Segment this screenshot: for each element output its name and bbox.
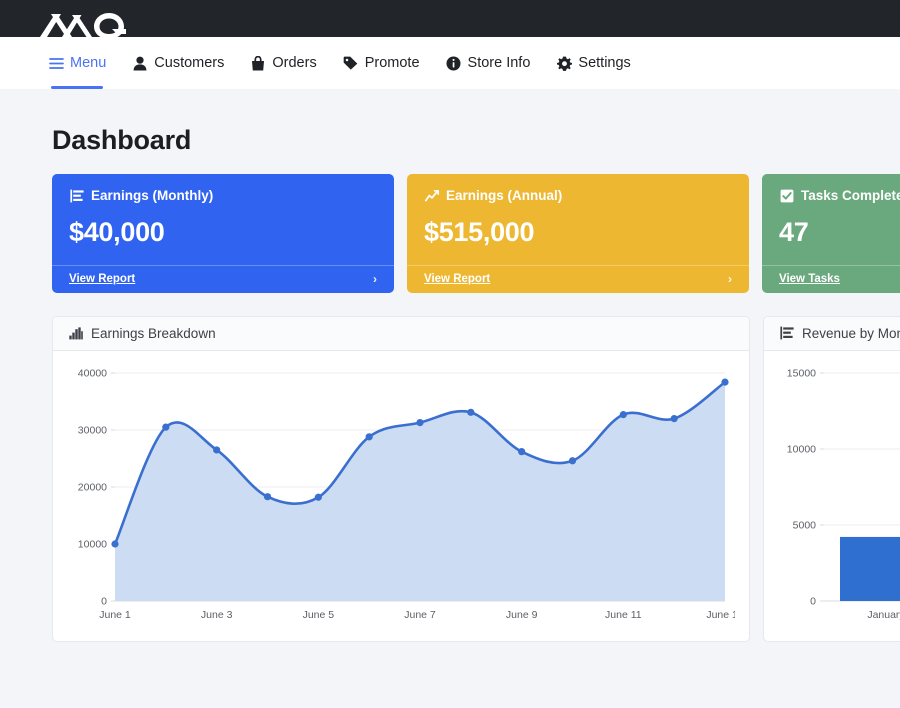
data-point[interactable] <box>619 410 627 418</box>
dashboard-page: Dashboard Earnings (Monthly) $4 <box>0 89 900 642</box>
chevron-right-icon: › <box>728 271 732 286</box>
stat-card-body: Tasks Completed 47 <box>762 174 900 265</box>
main-navigation: Menu Customers Orders Promote <box>0 37 900 89</box>
gear-icon <box>556 55 572 71</box>
y-axis-tick-label: 10000 <box>78 538 107 550</box>
bar-chart-icon <box>69 188 84 203</box>
data-point[interactable] <box>263 492 272 500</box>
stat-card-tasks-completed[interactable]: Tasks Completed 47 View Tasks › <box>762 174 900 293</box>
hamburger-menu-icon <box>48 55 64 71</box>
earnings-breakdown-chart[interactable]: 0 10000 20000 30000 40000 June 1 June 3 June 5 J… <box>67 363 735 633</box>
shopping-bag-icon <box>250 55 266 71</box>
nav-item-customers[interactable]: Customers <box>132 37 224 89</box>
nav-item-label: Promote <box>364 55 420 71</box>
stat-card-footer[interactable]: View Report › <box>52 264 394 293</box>
view-report-link[interactable]: View Report <box>424 272 491 285</box>
stat-card-footer[interactable]: View Report › <box>407 264 749 293</box>
top-header-bar <box>0 0 900 39</box>
x-axis-tick-label: June 7 <box>404 609 436 621</box>
stat-card-earnings-annual[interactable]: Earnings (Annual) $515,000 View Report › <box>407 174 749 293</box>
x-axis-tick-label: June 11 <box>605 609 642 621</box>
stat-card-footer[interactable]: View Tasks › <box>762 264 900 293</box>
chart-panels-row: Earnings Breakdown 0 10000 20000 30000 40000… <box>52 315 900 642</box>
y-axis-tick-label: 40000 <box>78 367 107 379</box>
nav-item-store-info[interactable]: Store Info <box>446 37 531 89</box>
y-axis-tick-label: 5000 <box>793 519 817 531</box>
stat-card-title: Earnings (Monthly) <box>91 188 214 203</box>
data-point[interactable] <box>111 540 119 548</box>
stat-card-value: $40,000 <box>69 217 165 247</box>
nav-item-label: Store Info <box>467 55 531 71</box>
aq-monogram-logo-icon[interactable] <box>38 6 136 39</box>
panel-title: Revenue by Month <box>802 325 900 341</box>
chevron-right-icon: › <box>373 271 377 286</box>
y-axis-tick-label: 15000 <box>787 367 816 379</box>
stat-card-value: $515,000 <box>424 217 535 247</box>
nav-item-label: Settings <box>578 55 631 71</box>
x-axis-tick-label: June 3 <box>201 609 233 621</box>
data-point[interactable] <box>314 493 322 501</box>
y-axis-tick-label: 10000 <box>787 443 816 455</box>
panel-header: Revenue by Month <box>764 316 900 351</box>
stat-card-title-row: Earnings (Monthly) <box>69 188 377 203</box>
panel-header: Earnings Breakdown <box>53 316 749 351</box>
area-fill <box>115 381 725 601</box>
view-tasks-link[interactable]: View Tasks <box>779 272 840 285</box>
data-point[interactable] <box>416 418 424 426</box>
stat-card-value: 47 <box>779 217 809 247</box>
stat-card-title-row: Tasks Completed <box>779 188 900 203</box>
x-axis-tick-label: January <box>867 609 900 621</box>
panel-earnings-breakdown: Earnings Breakdown 0 10000 20000 30000 40000… <box>52 315 750 642</box>
bar-chart-icon <box>780 326 794 340</box>
user-icon <box>132 55 148 71</box>
stat-card-earnings-monthly[interactable]: Earnings (Monthly) $40,000 View Report › <box>52 174 394 293</box>
checkbox-checked-icon <box>779 188 794 203</box>
panel-body: 0 5000 10000 15000 January <box>764 351 900 641</box>
panel-title: Earnings Breakdown <box>91 325 216 341</box>
y-axis-tick-label: 20000 <box>78 481 107 493</box>
data-point[interactable] <box>518 447 526 455</box>
nav-item-orders[interactable]: Orders <box>250 37 317 89</box>
y-axis-tick-label: 0 <box>101 595 107 607</box>
nav-item-label: Menu <box>70 55 107 71</box>
y-axis-tick-label: 0 <box>810 595 816 607</box>
page-title: Dashboard <box>52 125 192 155</box>
line-chart-icon <box>424 188 439 203</box>
stat-card-title: Tasks Completed <box>801 188 900 203</box>
panel-body: 0 10000 20000 30000 40000 June 1 June 3 June 5 J… <box>53 351 749 641</box>
data-point[interactable] <box>568 456 577 465</box>
data-point[interactable] <box>162 423 170 431</box>
nav-item-label: Customers <box>154 55 225 71</box>
data-point[interactable] <box>467 408 475 416</box>
x-axis-tick-label: June 13 <box>706 609 735 621</box>
stat-card-title: Earnings (Annual) <box>446 188 563 203</box>
info-circle-icon <box>446 55 462 71</box>
data-point[interactable] <box>213 446 221 454</box>
stat-card-body: Earnings (Annual) $515,000 <box>407 174 749 265</box>
nav-item-settings[interactable]: Settings <box>556 37 631 89</box>
stat-card-body: Earnings (Monthly) $40,000 <box>52 174 394 265</box>
data-point[interactable] <box>670 414 678 422</box>
area-line <box>113 380 727 545</box>
bar[interactable] <box>840 536 900 601</box>
nav-item-label: Orders <box>272 55 317 71</box>
x-axis-tick-label: June 5 <box>303 609 335 621</box>
data-point[interactable] <box>365 432 373 441</box>
view-report-link[interactable]: View Report <box>69 272 136 285</box>
panel-revenue-by-month: Revenue by Month 0 5000 10000 15000 January <box>763 315 900 642</box>
y-axis-tick-label: 30000 <box>78 424 107 436</box>
nav-item-promote[interactable]: Promote <box>343 37 420 89</box>
tag-icon <box>343 55 359 71</box>
area-chart-icon <box>69 326 83 340</box>
stat-cards-row: Earnings (Monthly) $40,000 View Report › <box>52 174 900 293</box>
stat-card-title-row: Earnings (Annual) <box>424 188 732 203</box>
nav-item-menu[interactable]: Menu <box>48 37 106 89</box>
x-axis-tick-label: June 9 <box>506 609 538 621</box>
revenue-by-month-chart[interactable]: 0 5000 10000 15000 January <box>778 363 900 633</box>
data-point[interactable] <box>721 378 729 386</box>
x-axis-tick-label: June 1 <box>99 609 131 621</box>
